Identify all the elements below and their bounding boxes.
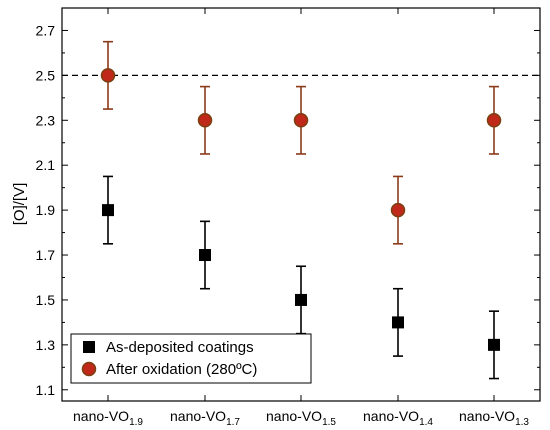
y-tick-label: 2.1: [36, 157, 56, 173]
x-tick-label-subscript: 1.7: [226, 417, 240, 428]
data-point-circle: [197, 113, 213, 128]
data-point-circle: [100, 68, 116, 83]
x-tick-label: nano-VO1.3: [459, 408, 529, 428]
y-tick-label: 2.3: [36, 112, 56, 128]
x-tick-label: nano-VO1.5: [266, 408, 336, 428]
y-axis-title: [O]/[V]: [11, 183, 28, 226]
data-layer: [100, 40, 502, 380]
x-tick-label-subscript: 1.5: [322, 417, 336, 428]
x-tick-label-subscript: 1.3: [515, 417, 529, 428]
y-tick-label: 1.9: [36, 202, 56, 218]
y-tick-label: 1.1: [36, 382, 56, 398]
legend: As-deposited coatings After oxidation (28…: [70, 333, 312, 384]
legend-marker-circle: [81, 361, 97, 377]
data-point-square: [102, 204, 114, 217]
y-tick-label: 1.7: [36, 247, 56, 263]
data-point-circle: [293, 113, 309, 128]
data-point-square: [295, 293, 307, 306]
data-point-square: [392, 316, 404, 329]
legend-box: [70, 333, 312, 384]
x-tick-label: nano-VO1.4: [363, 408, 433, 428]
y-tick-label: 1.5: [36, 292, 56, 308]
x-tick-label-subscript: 1.4: [419, 417, 433, 428]
x-tick-label-base: nano-VO: [459, 408, 515, 424]
legend-marker-square: [83, 341, 95, 353]
legend-label: As-deposited coatings: [106, 339, 254, 356]
x-tick-label: nano-VO1.7: [170, 408, 240, 428]
x-tick-label-subscript: 1.9: [129, 417, 143, 428]
x-tick-label: nano-VO1.9: [73, 408, 143, 428]
data-point-square: [199, 249, 211, 262]
x-tick-label-base: nano-VO: [73, 408, 129, 424]
data-point-circle: [486, 113, 502, 128]
y-tick-label: 1.3: [36, 337, 56, 353]
data-point-circle: [390, 202, 406, 218]
data-point-square: [488, 338, 500, 351]
y-tick-label: 2.7: [36, 22, 56, 38]
legend-label: After oxidation (280ºC): [106, 361, 257, 378]
x-tick-label-base: nano-VO: [266, 408, 322, 424]
x-tick-label-base: nano-VO: [363, 408, 419, 424]
y-tick-label: 2.5: [36, 67, 56, 83]
x-tick-label-base: nano-VO: [170, 408, 226, 424]
